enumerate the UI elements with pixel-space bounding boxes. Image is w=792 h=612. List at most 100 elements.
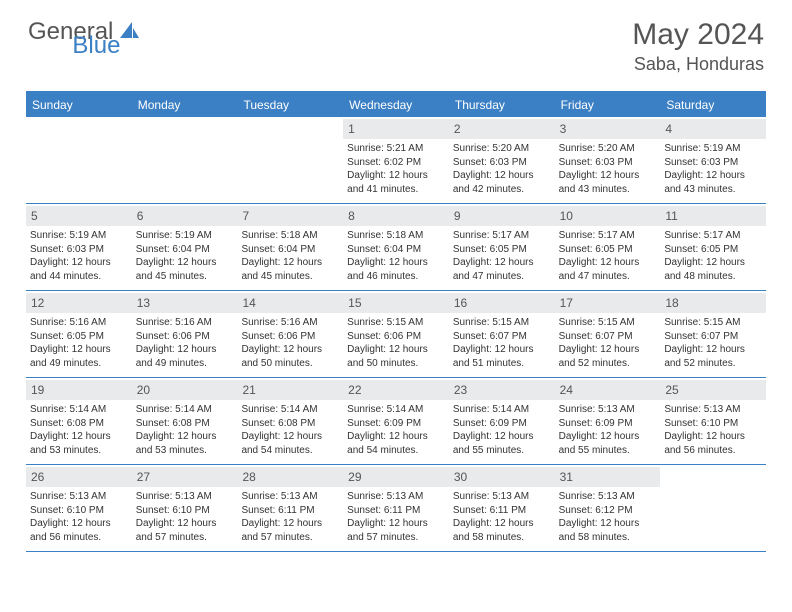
logo-text-blue: Blue (72, 32, 120, 59)
sunset-line: Sunset: 6:07 PM (453, 330, 551, 344)
sunrise-line: Sunrise: 5:19 AM (30, 229, 128, 243)
dow-cell: Wednesday (343, 93, 449, 117)
sunset-line: Sunset: 6:11 PM (241, 504, 339, 518)
day-cell: 4Sunrise: 5:19 AMSunset: 6:03 PMDaylight… (660, 117, 766, 203)
sunset-line: Sunset: 6:04 PM (347, 243, 445, 257)
sunset-line: Sunset: 6:11 PM (453, 504, 551, 518)
sunrise-line: Sunrise: 5:14 AM (241, 403, 339, 417)
day-cell: 12Sunrise: 5:16 AMSunset: 6:05 PMDayligh… (26, 291, 132, 377)
sunset-line: Sunset: 6:05 PM (453, 243, 551, 257)
day-number: 17 (555, 293, 661, 313)
sunrise-line: Sunrise: 5:17 AM (559, 229, 657, 243)
day-number: 24 (555, 380, 661, 400)
day-number: 9 (449, 206, 555, 226)
sunrise-line: Sunrise: 5:13 AM (347, 490, 445, 504)
sunset-line: Sunset: 6:08 PM (136, 417, 234, 431)
daylight-line: Daylight: 12 hours and 55 minutes. (559, 430, 657, 457)
dow-cell: Thursday (449, 93, 555, 117)
sunset-line: Sunset: 6:03 PM (664, 156, 762, 170)
day-cell: 31Sunrise: 5:13 AMSunset: 6:12 PMDayligh… (555, 465, 661, 551)
sunset-line: Sunset: 6:04 PM (136, 243, 234, 257)
sunset-line: Sunset: 6:12 PM (559, 504, 657, 518)
day-number (660, 467, 766, 487)
day-number: 14 (237, 293, 343, 313)
day-cell: 13Sunrise: 5:16 AMSunset: 6:06 PMDayligh… (132, 291, 238, 377)
day-number: 8 (343, 206, 449, 226)
week-row: 5Sunrise: 5:19 AMSunset: 6:03 PMDaylight… (26, 204, 766, 291)
sunrise-line: Sunrise: 5:14 AM (136, 403, 234, 417)
day-number: 5 (26, 206, 132, 226)
dow-cell: Sunday (26, 93, 132, 117)
day-number: 7 (237, 206, 343, 226)
sunset-line: Sunset: 6:10 PM (30, 504, 128, 518)
day-cell: 30Sunrise: 5:13 AMSunset: 6:11 PMDayligh… (449, 465, 555, 551)
sunrise-line: Sunrise: 5:18 AM (347, 229, 445, 243)
weeks-container: 1 Sunrise: 5:21 AMSunset: 6:02 PM Daylight… (26, 117, 766, 552)
day-cell (26, 117, 132, 203)
daylight-line: Daylight: 12 hours and 48 minutes. (664, 256, 762, 283)
sunset-line: Sunset: 6:07 PM (664, 330, 762, 344)
day-number: 18 (660, 293, 766, 313)
day-number (237, 119, 343, 139)
sunrise-line: Sunrise: 5:13 AM (453, 490, 551, 504)
daylight-line: Daylight: 12 hours and 50 minutes. (347, 343, 445, 370)
dow-cell: Saturday (660, 93, 766, 117)
day-cell: 2Sunrise: 5:20 AMSunset: 6:03 PMDaylight… (449, 117, 555, 203)
daylight-line: Daylight: 12 hours and 54 minutes. (347, 430, 445, 457)
sunrise-line: Sunrise: 5:15 AM (453, 316, 551, 330)
sunrise-line: Sunrise: 5:19 AM (664, 142, 762, 156)
day-cell: 27Sunrise: 5:13 AMSunset: 6:10 PMDayligh… (132, 465, 238, 551)
sunrise-line: Sunrise: 5:19 AM (136, 229, 234, 243)
sunset-line: Sunset: 6:10 PM (664, 417, 762, 431)
week-row: 1 Sunrise: 5:21 AMSunset: 6:02 PM Daylight… (26, 117, 766, 204)
daylight-line: Daylight: 12 hours and 44 minutes. (30, 256, 128, 283)
daylight-line: Daylight: 12 hours and 53 minutes. (136, 430, 234, 457)
day-cell: 14Sunrise: 5:16 AMSunset: 6:06 PMDayligh… (237, 291, 343, 377)
day-number: 16 (449, 293, 555, 313)
day-cell: 21Sunrise: 5:14 AMSunset: 6:08 PMDayligh… (237, 378, 343, 464)
day-number (132, 119, 238, 139)
day-cell (132, 117, 238, 203)
daylight-line: Daylight: 12 hours and 52 minutes. (559, 343, 657, 370)
day-cell (660, 465, 766, 551)
daylight-line: Daylight: 12 hours and 46 minutes. (347, 256, 445, 283)
month-title: May 2024 (632, 18, 764, 52)
daylight-line: Daylight: 12 hours and 56 minutes. (664, 430, 762, 457)
day-number: 23 (449, 380, 555, 400)
day-cell: 6Sunrise: 5:19 AMSunset: 6:04 PMDaylight… (132, 204, 238, 290)
sunset-line: Sunset: 6:03 PM (30, 243, 128, 257)
sunrise-line: Sunrise: 5:14 AM (30, 403, 128, 417)
day-cell: 3Sunrise: 5:20 AMSunset: 6:03 PMDaylight… (555, 117, 661, 203)
sunrise-line: Sunrise: 5:15 AM (347, 316, 445, 330)
daylight-line: Daylight: 12 hours and 56 minutes. (30, 517, 128, 544)
day-number: 31 (555, 467, 661, 487)
sunrise-line: Sunrise: 5:14 AM (347, 403, 445, 417)
day-cell: 5 Sunrise: 5:19 AMSunset: 6:03 PMDaylight… (26, 204, 132, 290)
sunset-line: Sunset: 6:05 PM (664, 243, 762, 257)
week-row: 12Sunrise: 5:16 AMSunset: 6:05 PMDayligh… (26, 291, 766, 378)
day-cell: 20 Sunrise: 5:14 AMSunset: 6:08 PMDayligh… (132, 378, 238, 464)
sunset-line: Sunset: 6:09 PM (559, 417, 657, 431)
week-row: 26 Sunrise: 5:13 AM Sunset: 6:10 PMDayligh… (26, 465, 766, 552)
sunset-line: Sunset: 6:04 PM (241, 243, 339, 257)
daylight-line: Daylight: 12 hours and 47 minutes. (453, 256, 551, 283)
logo-sail-icon (118, 20, 140, 45)
sunset-line: Sunset: 6:02 PM (347, 156, 445, 170)
day-cell: 19Sunrise: 5:14 AMSunset: 6:08 PMDayligh… (26, 378, 132, 464)
day-cell: 1Sunrise: 5:21 AMSunset: 6:02 PMDaylight… (343, 117, 449, 203)
day-number: 29 (343, 467, 449, 487)
day-cell: 22Sunrise: 5:14 AMSunset: 6:09 PMDayligh… (343, 378, 449, 464)
sunrise-line: Sunrise: 5:13 AM (136, 490, 234, 504)
daylight-line: Daylight: 12 hours and 42 minutes. (453, 169, 551, 196)
daylight-line: Daylight: 12 hours and 55 minutes. (453, 430, 551, 457)
sunset-line: Sunset: 6:09 PM (347, 417, 445, 431)
day-number: 20 (132, 380, 238, 400)
sunrise-line: Sunrise: 5:21 AM (347, 142, 445, 156)
sunrise-line: Sunrise: 5:16 AM (241, 316, 339, 330)
sunrise-line: Sunrise: 5:16 AM (136, 316, 234, 330)
location: Saba, Honduras (632, 54, 764, 75)
day-cell: 25Sunrise: 5:13 AMSunset: 6:10 PMDayligh… (660, 378, 766, 464)
sunrise-line: Sunrise: 5:14 AM (453, 403, 551, 417)
day-number: 1 (343, 119, 449, 139)
day-number: 26 (26, 467, 132, 487)
